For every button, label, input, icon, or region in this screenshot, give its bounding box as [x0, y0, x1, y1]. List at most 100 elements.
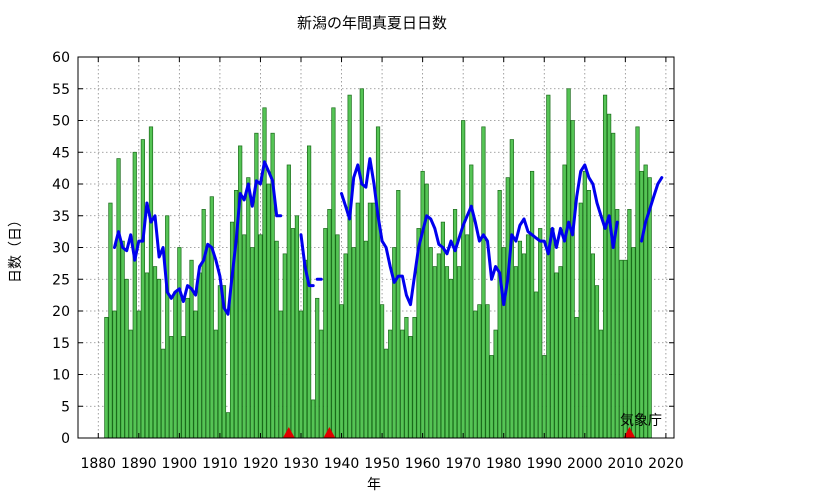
bar	[465, 234, 470, 439]
bar	[282, 253, 287, 439]
y-tick-label: 35	[52, 209, 70, 225]
bar	[371, 202, 377, 439]
bar	[619, 259, 624, 439]
x-tick-label: 1890	[121, 456, 157, 472]
bar	[594, 285, 600, 439]
station-change-marker	[623, 427, 636, 438]
credit-label: 気象庁	[620, 413, 662, 429]
bar	[112, 310, 117, 439]
bar	[335, 234, 340, 439]
bar	[379, 304, 385, 439]
bar	[627, 209, 632, 439]
bar	[298, 310, 304, 439]
moving-average-line	[640, 176, 664, 243]
bar	[144, 272, 150, 439]
bar	[493, 329, 498, 439]
bar	[367, 202, 373, 439]
bar	[262, 107, 267, 439]
y-tick-label: 50	[52, 114, 70, 130]
bar	[173, 291, 178, 439]
y-tick-label: 40	[52, 177, 70, 193]
bar	[165, 215, 170, 439]
bar	[375, 126, 381, 439]
bar	[448, 278, 454, 439]
bar	[181, 336, 186, 439]
bar	[396, 190, 401, 439]
bar	[185, 297, 190, 439]
moving-average-line	[113, 160, 283, 316]
bar	[558, 266, 563, 439]
y-axis-ticks: 0 5 10 15 20 25 30 35 40 45 50 55 60	[52, 50, 674, 447]
x-axis-label: 年	[367, 477, 381, 493]
bar	[307, 145, 312, 439]
bar	[156, 278, 162, 439]
x-axis-ticks: 1880 1890 1900 1910 1920 1930 1940 1950 1960 1970…	[80, 57, 684, 472]
bar	[473, 310, 478, 439]
bar	[623, 259, 628, 439]
x-tick-label: 1970	[445, 456, 481, 472]
bar	[363, 240, 368, 439]
y-tick-label: 45	[52, 145, 70, 161]
y-tick-label: 60	[52, 50, 70, 66]
bar	[128, 329, 133, 439]
bar	[489, 355, 494, 439]
moving-average-line	[299, 233, 315, 288]
bar	[643, 164, 648, 439]
bar	[582, 170, 587, 439]
x-tick-label: 2010	[608, 456, 644, 472]
bar	[254, 132, 259, 439]
bar	[400, 329, 405, 439]
y-tick-label: 30	[52, 241, 70, 257]
bar	[420, 170, 425, 439]
bar	[586, 190, 591, 439]
bar	[319, 329, 324, 439]
y-tick-label: 10	[52, 368, 70, 384]
station-change-marker	[282, 427, 295, 438]
bar	[193, 310, 198, 439]
x-tick-label: 1910	[202, 456, 238, 472]
bar	[339, 304, 344, 439]
bar	[412, 317, 417, 439]
bar	[250, 247, 255, 439]
bar	[213, 329, 218, 439]
bar	[274, 240, 279, 439]
bar	[351, 247, 356, 439]
x-tick-label: 1960	[405, 456, 441, 472]
x-tick-label: 1980	[486, 456, 522, 472]
chart-title: 新潟の年間真夏日日数	[297, 14, 447, 32]
x-tick-label: 2020	[648, 456, 684, 472]
bar	[238, 145, 243, 439]
bar	[290, 228, 295, 439]
bar	[521, 253, 527, 439]
bar	[607, 113, 612, 439]
bar	[404, 317, 409, 439]
bar	[302, 259, 308, 439]
bar	[408, 336, 413, 439]
bar	[530, 170, 535, 439]
bar	[562, 164, 567, 439]
y-tick-label: 20	[52, 304, 70, 320]
bar	[615, 209, 620, 439]
bar	[197, 272, 202, 439]
x-tick-label: 2000	[567, 456, 603, 472]
x-tick-label: 1880	[80, 456, 116, 472]
bar	[209, 196, 214, 439]
bar	[598, 329, 604, 439]
bar	[205, 247, 210, 439]
bar	[347, 94, 352, 439]
y-tick-label: 25	[52, 272, 70, 288]
bar	[461, 120, 466, 439]
bar	[428, 247, 433, 439]
bar	[440, 221, 445, 439]
x-tick-label: 1920	[243, 456, 279, 472]
bar	[169, 336, 174, 439]
bar	[550, 228, 555, 439]
bar	[359, 88, 364, 439]
bar	[388, 329, 393, 439]
bar	[286, 164, 291, 439]
bar	[444, 266, 450, 439]
bar	[481, 126, 486, 439]
bar	[161, 348, 166, 439]
bar	[242, 234, 247, 439]
